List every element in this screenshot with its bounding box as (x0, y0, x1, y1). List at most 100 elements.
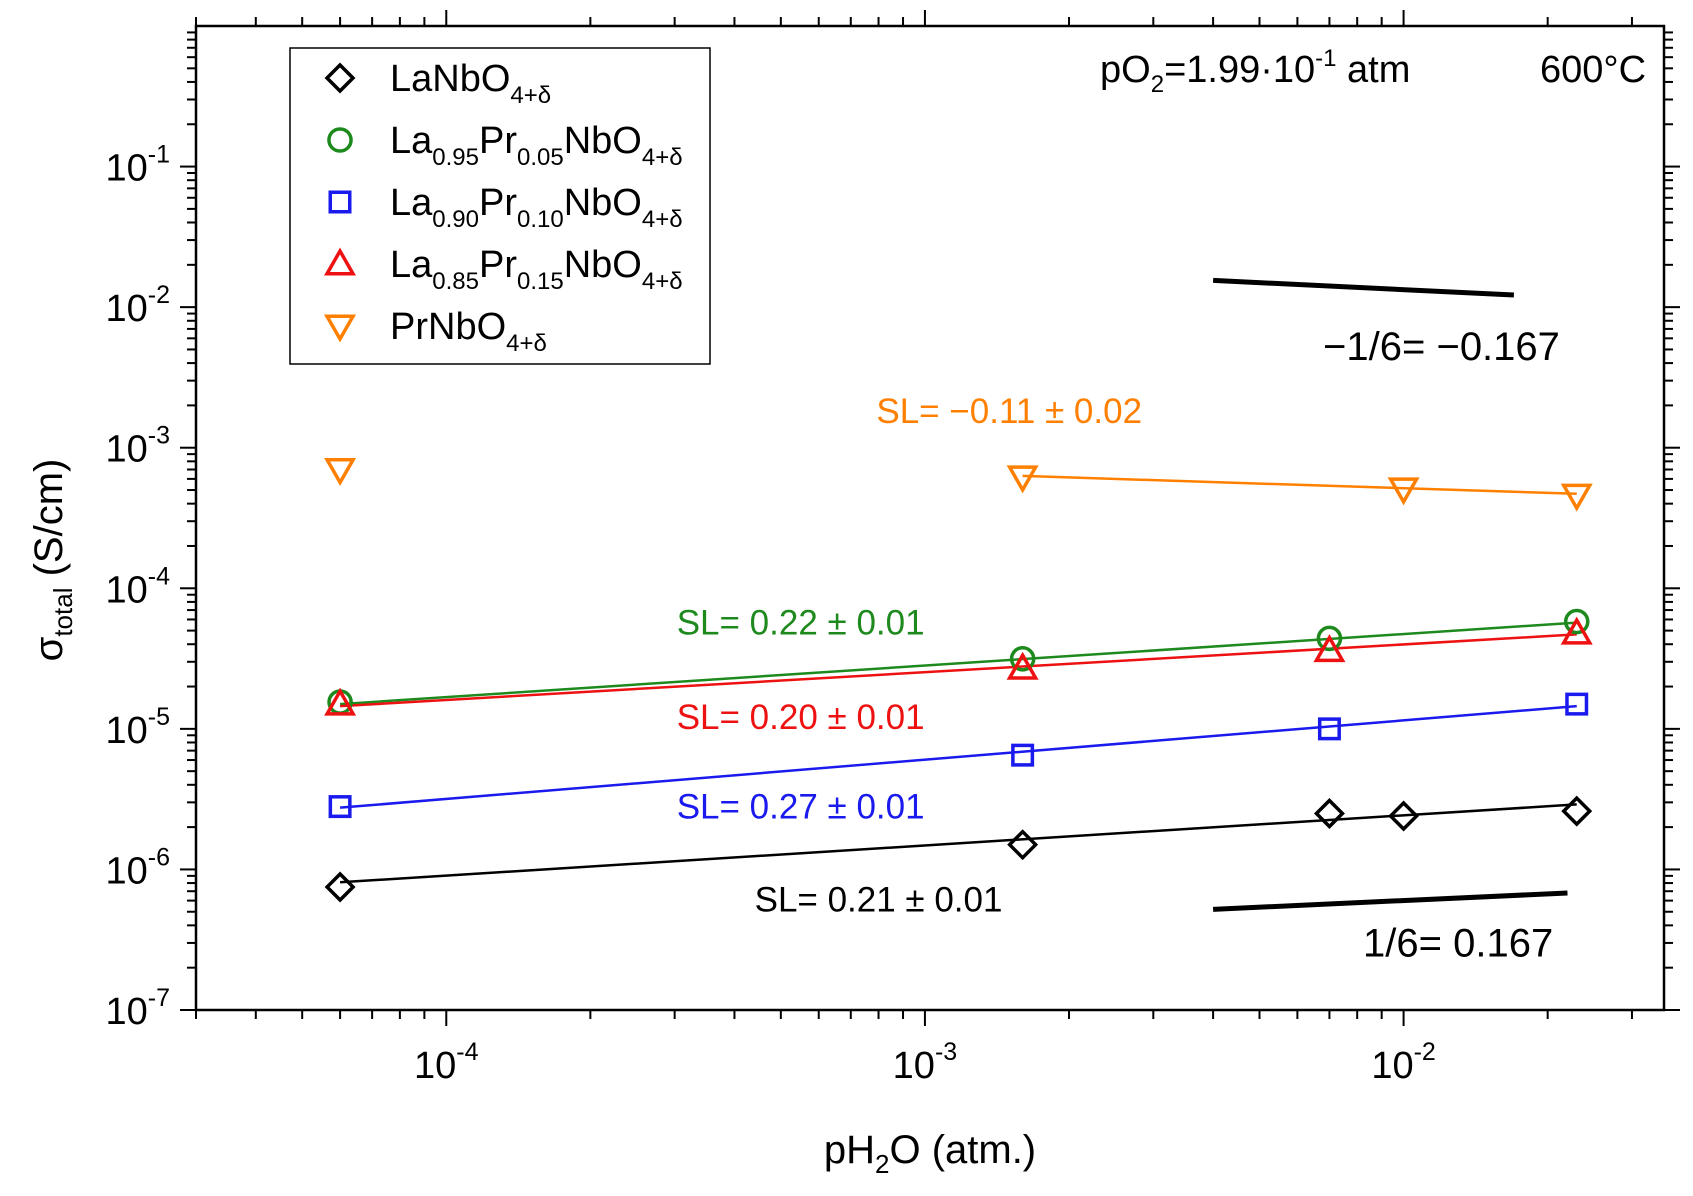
data-point-series-4 (324, 687, 357, 716)
x-axis-title-rest: O (atm.) (889, 1128, 1036, 1172)
y-tick-label: 10-3 (105, 422, 170, 471)
x-tick-label: 10-4 (414, 1038, 479, 1087)
y-tick-label-base: 10 (105, 569, 147, 611)
legend-label-text: NbO (564, 182, 642, 224)
x-tick-label-exponent: -2 (1414, 1038, 1436, 1066)
y-tick-label-base: 10 (105, 429, 147, 471)
data-point-series-3 (1317, 717, 1341, 741)
fit-lines (339, 474, 1577, 884)
data-point-series-2 (1316, 625, 1343, 652)
conditions-po2: pO2=1.99·10-1 atm (1100, 45, 1410, 98)
y-tick-label: 10-7 (105, 984, 170, 1033)
legend-label-text: Pr (479, 120, 517, 162)
data-point-series-2 (1009, 646, 1036, 672)
y-tick-label-base: 10 (105, 991, 147, 1033)
legend-label-series-1: LaNbO4+δ (390, 58, 551, 109)
data-points (324, 457, 1593, 903)
legend-label-subscript: 4+δ (642, 144, 683, 171)
reference-line-label-2: 1/6= 0.167 (1363, 922, 1553, 966)
y-tick-label: 10-1 (105, 141, 170, 190)
data-point-series-3 (1011, 743, 1035, 767)
y-tick-label-base: 10 (105, 850, 147, 892)
x-tick-label: 10-2 (1371, 1038, 1436, 1087)
conditions-po2-subscript: 2 (1151, 71, 1164, 98)
y-tick-label-base: 10 (105, 710, 147, 752)
data-point-series-5 (1387, 477, 1420, 506)
legend-box (289, 47, 711, 365)
legend-marker-series-1 (324, 62, 356, 94)
conditions-po2-prefix: pO (1100, 49, 1151, 91)
reference-line-1 (1212, 277, 1515, 298)
legend-label-text: Pr (479, 244, 517, 286)
data-point-series-2 (1563, 608, 1590, 635)
slope-label-series-1: SL= 0.21 ± 0.01 (755, 881, 1003, 920)
data-point-series-1 (1561, 795, 1593, 827)
y-tick-label-exponent: -3 (148, 422, 170, 450)
y-tick-label-base: 10 (105, 148, 147, 190)
legend-label-subscript: 0.10 (517, 206, 564, 233)
legend-label-text: La (390, 244, 433, 286)
data-point-series-3 (328, 795, 352, 819)
legend-marker-series-5 (323, 314, 357, 343)
legend: LaNbO4+δLa0.95Pr0.05NbO4+δLa0.90Pr0.10Nb… (289, 47, 711, 365)
data-point-series-1 (324, 871, 356, 903)
y-tick-label: 10-4 (105, 562, 170, 611)
legend-label-subscript: 0.85 (432, 268, 479, 295)
legend-label-text: La (390, 182, 433, 224)
x-tick-label: 10-3 (893, 1038, 958, 1087)
reference-slope-lines: −1/6= −0.167 1/6= 0.167 (1212, 277, 1568, 966)
legend-label-series-2: La0.95Pr0.05NbO4+δ (390, 120, 683, 171)
legend-marker-series-2 (327, 127, 353, 153)
y-tick-label: 10-6 (105, 843, 170, 892)
conditions-po2-exponent: -1 (1315, 45, 1336, 72)
legend-label-subscript: 4+δ (642, 206, 683, 233)
y-axis-title-base: σ (27, 636, 71, 661)
legend-label-text: NbO (564, 120, 642, 162)
y-tick-label: 10-2 (105, 281, 170, 330)
slope-label-series-2: SL= 0.22 ± 0.01 (677, 603, 925, 642)
conditions-po2-middle: =1.99·10 (1164, 49, 1315, 91)
data-point-series-1 (1007, 829, 1039, 861)
legend-label-series-4: La0.85Pr0.15NbO4+δ (390, 244, 683, 295)
data-point-series-5 (324, 457, 357, 487)
legend-label-text: La (390, 120, 433, 162)
fit-line-series-2 (340, 621, 1577, 706)
data-point-series-5 (1560, 483, 1593, 512)
slope-label-series-5: SL= −0.11 ± 0.02 (876, 392, 1142, 431)
legend-label-series-3: La0.90Pr0.10NbO4+δ (390, 182, 683, 233)
data-point-series-5 (1006, 465, 1039, 494)
data-point-series-1 (1313, 798, 1345, 829)
y-tick-label-exponent: -4 (148, 562, 170, 590)
conditions-po2-suffix: atm (1336, 49, 1410, 91)
y-tick-label-exponent: -7 (148, 984, 170, 1012)
legend-label-subscript: 4+δ (506, 330, 547, 357)
x-tick-label-exponent: -4 (456, 1038, 478, 1066)
slope-label-series-3: SL= 0.27 ± 0.01 (677, 788, 925, 827)
slope-label-series-4: SL= 0.20 ± 0.01 (677, 698, 925, 737)
legend-label-subscript: 0.95 (432, 144, 479, 171)
data-point-series-4 (1560, 616, 1593, 645)
conditions-temperature: 600°C (1540, 49, 1646, 91)
x-axis-title-subscript: 2 (875, 1149, 889, 1179)
legend-label-subscript: 0.15 (517, 268, 564, 295)
legend-label-subscript: 4+δ (642, 268, 683, 295)
y-tick-label-exponent: -6 (148, 843, 170, 871)
y-axis-title: σtotal (S/cm) (27, 459, 78, 662)
x-tick-label-base: 10 (893, 1045, 935, 1087)
x-tick-label-base: 10 (1371, 1045, 1413, 1087)
fit-line-series-3 (339, 704, 1577, 809)
data-point-series-4 (1006, 651, 1039, 680)
x-tick-label-base: 10 (414, 1045, 456, 1087)
reference-line-label-1: −1/6= −0.167 (1323, 325, 1560, 369)
y-tick-label-exponent: -1 (148, 141, 170, 169)
fit-line-series-4 (340, 633, 1577, 708)
legend-marker-series-3 (328, 190, 352, 214)
legend-marker-series-4 (323, 247, 357, 276)
data-point-series-4 (1313, 634, 1346, 663)
legend-label-text: Pr (479, 182, 517, 224)
legend-label-series-5: PrNbO4+δ (390, 306, 547, 357)
y-tick-label-exponent: -5 (148, 703, 170, 731)
y-axis-ticks: 10-710-610-510-410-310-210-1 (105, 31, 1680, 1033)
legend-label-text: PrNbO (390, 306, 506, 348)
